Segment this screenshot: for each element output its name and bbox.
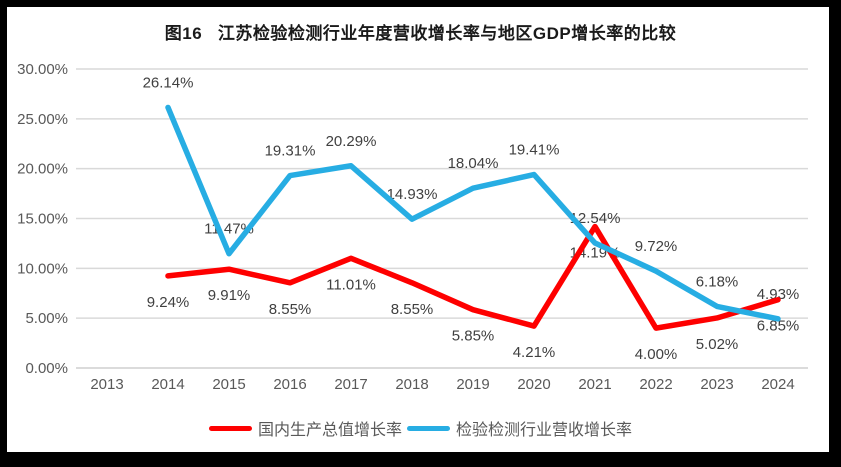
legend-swatch-gdp-line (208, 425, 252, 431)
data-label-industry-revenue-growth-2022: 9.72% (635, 238, 678, 255)
y-axis-tick-label: 0.00% (25, 360, 68, 377)
x-axis-tick-label: 2016 (273, 376, 306, 393)
x-axis-tick-label: 2013 (90, 376, 123, 393)
legend-swatch-industry-line (407, 425, 450, 431)
legend-label-industry-revenue: 检验检测行业营收增长率 (456, 422, 633, 439)
data-label-gdp-growth-2022: 4.00% (635, 346, 678, 363)
data-label-gdp-growth-2014: 9.24% (147, 294, 190, 311)
data-label-industry-revenue-growth-2017: 20.29% (326, 133, 377, 150)
y-axis-tick-label: 5.00% (25, 310, 68, 327)
data-label-industry-revenue-growth-2018: 14.93% (387, 186, 438, 203)
data-label-gdp-growth-2017: 11.01% (326, 276, 376, 293)
legend-label-gdp-growth: 国内生产总值增长率 (257, 422, 402, 439)
data-label-gdp-growth-2020: 4.21% (513, 344, 556, 361)
x-axis-tick-label: 2024 (761, 376, 794, 393)
data-label-industry-revenue-growth-2014: 26.14% (143, 74, 194, 91)
x-axis-tick-label: 2017 (334, 376, 367, 393)
data-label-gdp-growth-2018: 8.55% (391, 301, 434, 318)
x-axis-tick-label: 2020 (517, 376, 550, 393)
x-axis-tick-label: 2022 (639, 376, 672, 393)
y-axis-tick-label: 30.00% (17, 61, 68, 78)
data-label-gdp-growth-2019: 5.85% (452, 328, 495, 345)
x-axis-tick-label: 2023 (700, 376, 733, 393)
data-label-gdp-growth-2024: 6.85% (757, 318, 800, 335)
x-axis-tick-label: 2019 (456, 376, 489, 393)
x-axis-tick-label: 2015 (212, 376, 245, 393)
chart-panel (7, 7, 829, 452)
legend-item-industry-revenue: 检验检测行业营收增长率 (407, 416, 632, 440)
chart-title: 图16 江苏检验检测行业年度营收增长率与地区GDP增长率的比较 (164, 24, 677, 43)
data-label-industry-revenue-growth-2021: 12.54% (570, 210, 621, 227)
data-label-industry-revenue-growth-2019: 18.04% (448, 155, 499, 172)
industry-revenue-growth-line (165, 104, 781, 322)
data-label-industry-revenue-growth-2020: 19.41% (509, 142, 560, 159)
data-label-industry-revenue-growth-2024: 4.93% (757, 286, 800, 303)
data-label-gdp-growth-2023: 5.02% (696, 336, 739, 353)
data-label-gdp-growth-2016: 8.55% (269, 301, 312, 318)
data-label-industry-revenue-growth-2016: 19.31% (265, 143, 316, 160)
y-axis-tick-label: 10.00% (17, 260, 68, 277)
x-axis-tick-label: 2021 (578, 376, 611, 393)
x-axis-tick-label: 2014 (151, 376, 184, 393)
data-label-gdp-growth-2015: 9.91% (208, 287, 251, 304)
chart-legend: 国内生产总值增长率 检验检测行业营收增长率 (0, 417, 841, 439)
y-axis-tick-label: 15.00% (17, 211, 68, 228)
legend-item-gdp-growth: 国内生产总值增长率 (208, 416, 402, 440)
data-label-industry-revenue-growth-2023: 6.18% (696, 273, 739, 290)
y-axis-tick-label: 25.00% (17, 111, 68, 128)
gdp-growth-line (165, 223, 781, 331)
y-axis-tick-label: 20.00% (17, 161, 68, 178)
x-axis-tick-label: 2018 (395, 376, 428, 393)
